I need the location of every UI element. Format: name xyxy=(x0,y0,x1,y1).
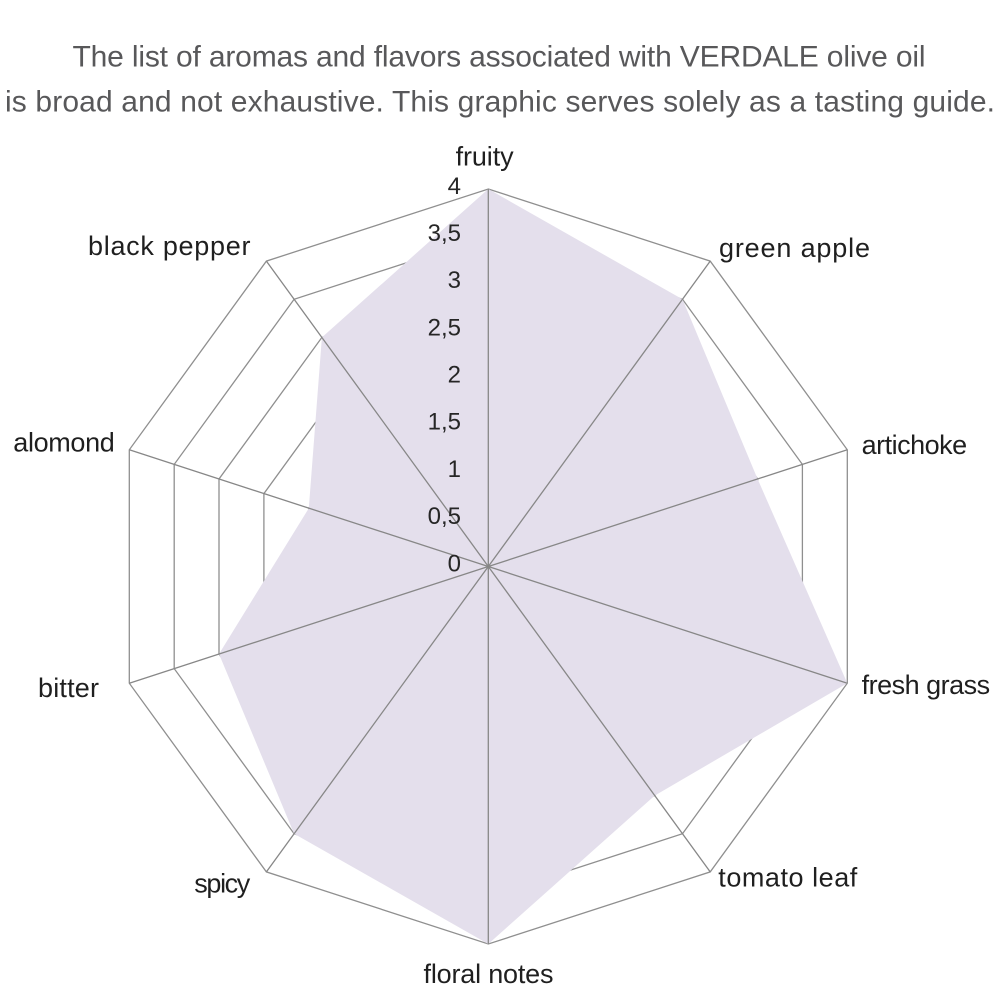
svg-text:fresh grass: fresh grass xyxy=(862,670,991,700)
svg-text:black pepper: black pepper xyxy=(88,231,251,261)
svg-text:2,5: 2,5 xyxy=(428,314,461,341)
svg-text:1,5: 1,5 xyxy=(428,409,461,436)
svg-text:fruity: fruity xyxy=(456,141,514,171)
svg-text:0: 0 xyxy=(448,550,461,577)
svg-text:3: 3 xyxy=(448,267,461,294)
svg-text:The list of aromas and flavors: The list of aromas and flavors associate… xyxy=(73,41,926,74)
svg-text:green apple: green apple xyxy=(719,233,870,263)
svg-text:0,5: 0,5 xyxy=(428,503,461,530)
svg-text:bitter: bitter xyxy=(38,673,99,703)
svg-text:1: 1 xyxy=(448,456,461,483)
svg-text:spicy: spicy xyxy=(194,869,251,899)
svg-text:alomond: alomond xyxy=(13,428,115,458)
svg-text:floral notes: floral notes xyxy=(424,959,554,989)
svg-text:2: 2 xyxy=(448,362,461,389)
svg-text:3,5: 3,5 xyxy=(428,220,461,247)
svg-text:artichoke: artichoke xyxy=(862,430,968,460)
svg-text:4: 4 xyxy=(448,173,461,200)
svg-text:is broad and not exhaustive. T: is broad and not exhaustive. This graphi… xyxy=(5,86,995,119)
svg-text:tomato leaf: tomato leaf xyxy=(718,863,857,893)
